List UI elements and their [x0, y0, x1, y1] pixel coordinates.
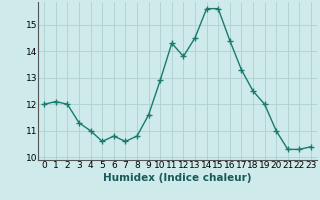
X-axis label: Humidex (Indice chaleur): Humidex (Indice chaleur) [103, 173, 252, 183]
